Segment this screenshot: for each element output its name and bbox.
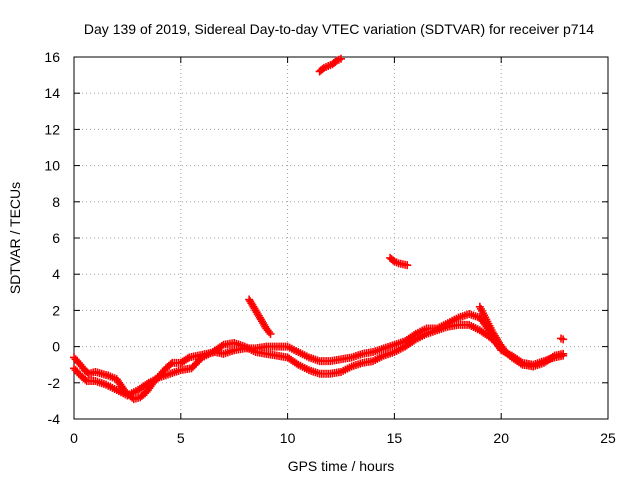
- y-tick-label: 14: [44, 85, 60, 101]
- data-point: [403, 261, 412, 270]
- y-tick-labels: -4 -2 0 2 4 6 8 10 12 14 16: [44, 49, 60, 427]
- x-tick-labels: 0 5 10 15 20 25: [70, 430, 616, 446]
- y-axis-label: SDTVAR / TECUs: [7, 182, 23, 294]
- data-point: [217, 341, 226, 350]
- y-tick-label: 0: [52, 339, 60, 355]
- y-tick-label: -4: [48, 411, 61, 427]
- series-group: [557, 334, 568, 344]
- x-tick-label: 10: [280, 430, 296, 446]
- data-point: [501, 348, 510, 357]
- y-tick-label: 6: [52, 230, 60, 246]
- data-point: [337, 54, 345, 63]
- data-points: [70, 54, 568, 404]
- x-tick-label: 20: [493, 430, 509, 446]
- x-tick-label: 15: [387, 430, 403, 446]
- data-point: [516, 359, 525, 368]
- y-tick-label: -2: [48, 375, 61, 391]
- y-tick-label: 8: [52, 194, 60, 210]
- data-point: [183, 354, 192, 363]
- data-point: [265, 328, 274, 337]
- series-group: [475, 302, 510, 357]
- series-group: [315, 54, 345, 76]
- series-group: [245, 295, 275, 338]
- x-tick-label: 25: [600, 430, 616, 446]
- y-tick-label: 16: [44, 49, 60, 65]
- data-point: [166, 360, 175, 369]
- y-tick-label: 12: [44, 121, 60, 137]
- x-axis-label: GPS time / hours: [288, 458, 395, 474]
- chart-title: Day 139 of 2019, Sidereal Day-to-day VTE…: [84, 21, 594, 37]
- y-tick-label: 10: [44, 158, 60, 174]
- x-tick-label: 5: [177, 430, 185, 446]
- data-point: [548, 352, 557, 361]
- y-tick-label: 2: [52, 302, 60, 318]
- data-point: [81, 375, 90, 384]
- data-point: [500, 346, 509, 355]
- series-group: [386, 253, 412, 270]
- axis-ticks: [73, 56, 609, 420]
- data-point: [266, 329, 275, 338]
- grid: [74, 57, 608, 419]
- x-tick-label: 0: [70, 430, 78, 446]
- data-point: [559, 349, 568, 358]
- data-point: [559, 335, 568, 344]
- y-tick-label: 4: [52, 266, 60, 282]
- series-group: [70, 320, 568, 400]
